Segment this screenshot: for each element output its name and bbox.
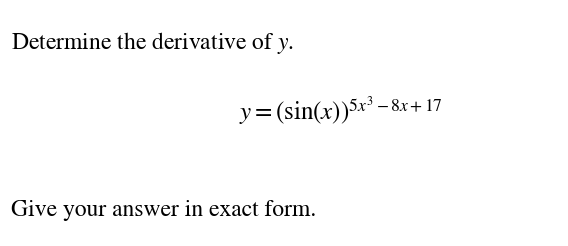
Text: $y = (\sin(x))^{5x^3-8x+17}$: $y = (\sin(x))^{5x^3-8x+17}$ <box>239 94 442 127</box>
Text: Determine the derivative of $y$.: Determine the derivative of $y$. <box>11 30 294 56</box>
Text: Give your answer in exact form.: Give your answer in exact form. <box>11 200 316 221</box>
